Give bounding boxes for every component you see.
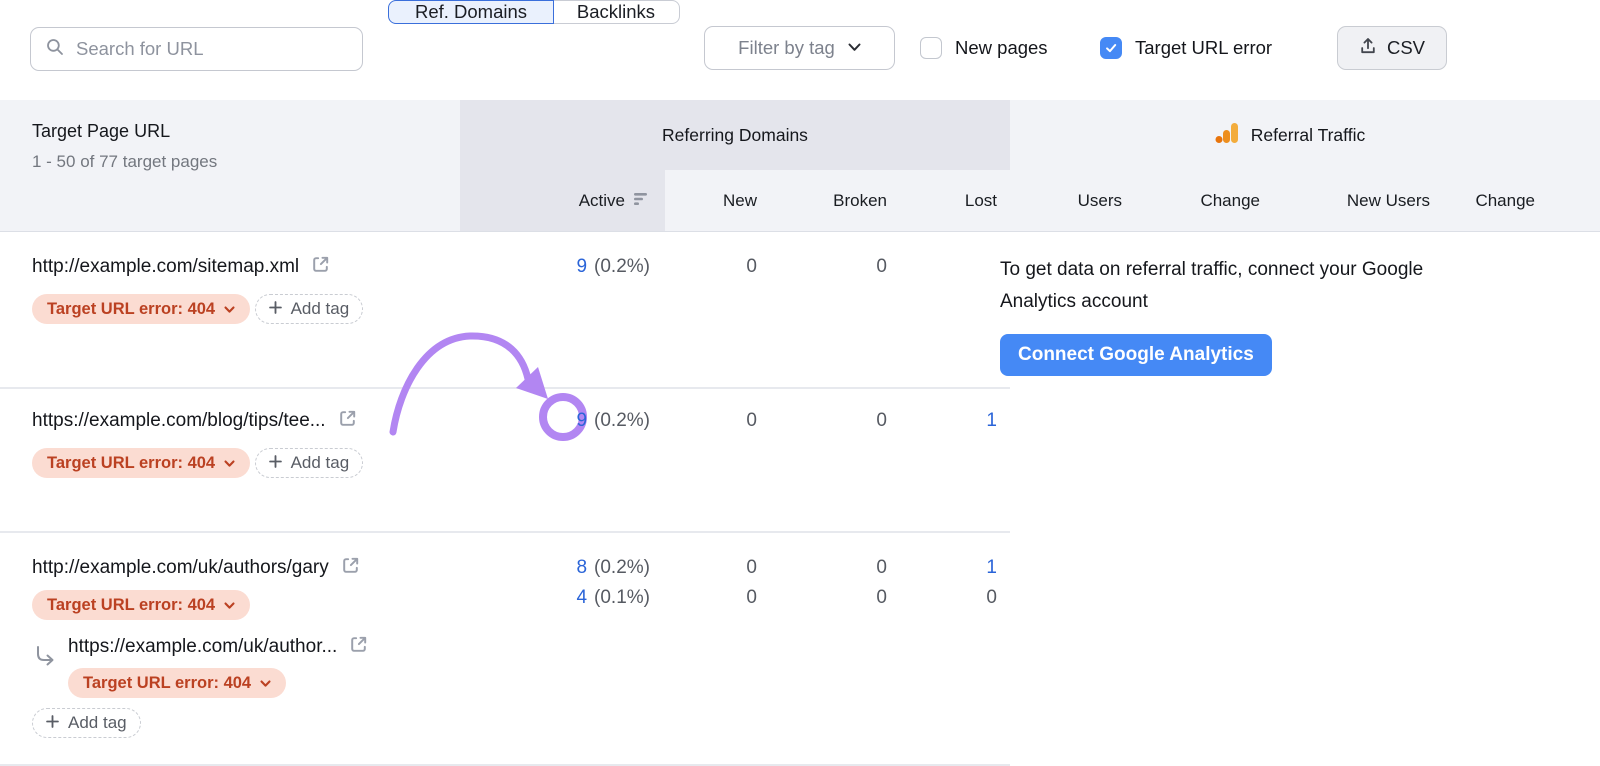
new-domains-count: 0 (746, 410, 757, 431)
connect-google-analytics-button[interactable]: Connect Google Analytics (1000, 334, 1272, 376)
target-url-error-badge[interactable]: Target URL error: 404 (32, 590, 251, 620)
export-upload-icon (1359, 37, 1377, 60)
plus-icon (46, 713, 59, 733)
referral-traffic-group-header: Referral Traffic (1010, 100, 1570, 170)
external-link-icon[interactable] (310, 254, 331, 280)
table-header: Target Page URL 1 - 50 of 77 target page… (0, 100, 1600, 232)
active-domains-count[interactable]: 9 (576, 256, 588, 277)
external-link-icon[interactable] (340, 555, 361, 581)
chevron-down-icon (224, 300, 235, 319)
active-domains-share: (0.2%) (594, 256, 650, 277)
search-input[interactable]: Search for URL (30, 27, 363, 71)
connect-google-analytics-panel: To get data on referral traffic, connect… (1000, 254, 1480, 376)
lost-domains-count[interactable]: 1 (986, 557, 997, 578)
new-domains-count: 0 (746, 256, 757, 277)
external-link-icon[interactable] (348, 634, 369, 660)
table-row: http://example.com/sitemap.xml Target UR… (0, 232, 1600, 388)
table-row: http://example.com/uk/authors/gary Targe… (0, 532, 1600, 766)
backlinks-toggle[interactable]: Backlinks (552, 0, 680, 24)
new-domains-count: 0 (746, 557, 757, 578)
redirect-arrow-icon (32, 644, 58, 675)
active-domains-count[interactable]: 8 (576, 557, 588, 578)
broken-domains-count: 0 (876, 256, 887, 277)
redirect-sub-row: https://example.com/uk/author... Target … (32, 634, 460, 698)
target-url-error-checkbox[interactable]: Target URL error (1100, 26, 1272, 70)
target-url-link[interactable]: https://example.com/blog/tips/tee... (32, 410, 326, 431)
active-domains-count-highlighted[interactable]: 9 (576, 410, 588, 431)
search-placeholder: Search for URL (76, 38, 204, 59)
target-url-error-badge[interactable]: Target URL error: 404 (68, 668, 287, 698)
header-divider (0, 231, 1600, 232)
chevron-down-icon (224, 454, 235, 473)
row-divider (0, 531, 1010, 533)
column-header-new-users[interactable]: New Users (1346, 190, 1430, 210)
lost-domains-count-sub: 0 (986, 587, 997, 608)
pagination-summary: 1 - 50 of 77 target pages (32, 152, 218, 171)
column-header-change[interactable]: Change (1200, 190, 1260, 210)
search-icon (45, 37, 65, 62)
broken-domains-count: 0 (876, 410, 887, 431)
target-url-error-badge[interactable]: Target URL error: 404 (32, 294, 251, 324)
column-header-users[interactable]: Users (1077, 190, 1122, 210)
row-divider (0, 387, 1010, 389)
plus-icon (268, 299, 282, 319)
active-domains-share: (0.2%) (594, 557, 650, 578)
ga-panel-message: To get data on referral traffic, connect… (1000, 259, 1424, 312)
broken-domains-count: 0 (876, 557, 887, 578)
table-row: https://example.com/blog/tips/tee... Tar… (0, 388, 1600, 532)
sort-descending-icon[interactable] (633, 191, 650, 211)
chevron-down-icon (848, 39, 861, 57)
add-tag-button[interactable]: Add tag (254, 447, 364, 478)
toolbar: Search for URL Ref. Domains Backlinks Fi… (0, 0, 1600, 100)
target-url-link[interactable]: http://example.com/sitemap.xml (32, 256, 300, 277)
column-header-broken[interactable]: Broken (833, 190, 887, 210)
bottom-divider (0, 764, 1010, 766)
new-domains-count-sub: 0 (746, 587, 757, 608)
column-header-change-2[interactable]: Change (1475, 190, 1535, 210)
chevron-down-icon (260, 674, 271, 693)
broken-domains-count-sub: 0 (876, 587, 887, 608)
filter-by-tag-dropdown[interactable]: Filter by tag (704, 26, 895, 70)
redirect-target-url-link[interactable]: https://example.com/uk/author... (68, 636, 338, 657)
ref-domains-toggle[interactable]: Ref. Domains (388, 0, 554, 24)
column-header-lost[interactable]: Lost (964, 190, 997, 210)
active-domains-share-sub: (0.1%) (594, 587, 650, 608)
target-url-error-badge[interactable]: Target URL error: 404 (32, 448, 251, 478)
chevron-down-icon (224, 596, 235, 615)
lost-domains-count[interactable]: 1 (986, 410, 997, 431)
external-link-icon[interactable] (337, 408, 358, 434)
add-tag-button[interactable]: Add tag (254, 293, 364, 324)
plus-icon (268, 453, 282, 473)
target-url-link[interactable]: http://example.com/uk/authors/gary (32, 557, 329, 578)
checkbox-checked-icon[interactable] (1100, 37, 1122, 59)
google-analytics-bars-icon (1215, 120, 1241, 151)
new-pages-checkbox[interactable]: New pages (920, 26, 1048, 70)
referring-domains-group-header: Referring Domains (460, 100, 1010, 170)
column-header-active[interactable]: Active (460, 170, 665, 231)
target-page-url-column-title: Target Page URL (32, 121, 171, 141)
export-csv-button[interactable]: CSV (1337, 26, 1447, 70)
active-domains-share: (0.2%) (594, 410, 650, 431)
active-domains-count-sub[interactable]: 4 (576, 587, 588, 608)
checkbox-unchecked-icon[interactable] (920, 37, 942, 59)
column-header-new[interactable]: New (722, 190, 757, 210)
add-tag-button[interactable]: Add tag (32, 708, 141, 738)
